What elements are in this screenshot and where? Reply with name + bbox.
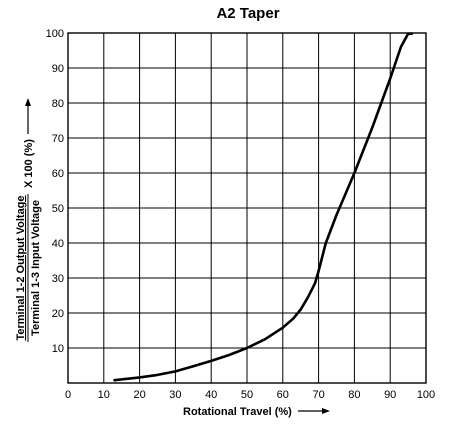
y-tick-label: 30 — [52, 273, 64, 285]
x-tick-label: 90 — [384, 389, 396, 401]
plot-frame — [67, 32, 427, 384]
y-tick-label: 80 — [52, 98, 64, 110]
y-axis-arrow-head — [25, 98, 31, 106]
y-axis-denominator: Terminal 1-3 Input Voltage — [30, 200, 42, 336]
y-tick-label: 20 — [52, 308, 64, 320]
x-axis-label: Rotational Travel (%) — [183, 406, 292, 418]
y-tick-label: 40 — [52, 238, 64, 250]
x-tick-label: 50 — [241, 389, 253, 401]
y-tick-label: 50 — [52, 203, 64, 215]
x-tick-label: 10 — [98, 389, 110, 401]
chart-title: A2 Taper — [216, 5, 279, 22]
x-tick-label: 30 — [169, 389, 181, 401]
y-axis-numerator: Terminal 1-2 Output Voltage — [15, 195, 27, 340]
y-tick-label: 100 — [46, 28, 64, 40]
grid — [67, 32, 427, 383]
y-tick-label: 90 — [52, 63, 64, 75]
x-axis-arrow — [298, 408, 330, 414]
y-tick-labels: 10 20 30 40 50 60 70 80 90 100 — [46, 28, 64, 355]
x-tick-label: 60 — [277, 389, 289, 401]
x-tick-label: 40 — [205, 389, 217, 401]
y-tick-label: 10 — [52, 343, 64, 355]
x-tick-label: 100 — [417, 389, 435, 401]
y-tick-label: 60 — [52, 168, 64, 180]
y-axis-suffix: X 100 (%) — [23, 139, 35, 188]
x-tick-labels: 0 10 20 30 40 50 60 70 80 90 100 — [65, 389, 435, 401]
y-tick-label: 70 — [52, 133, 64, 145]
x-tick-label: 80 — [348, 389, 360, 401]
x-tick-label: 70 — [312, 389, 324, 401]
taper-curve — [113, 32, 413, 382]
x-tick-label: 0 — [65, 389, 71, 401]
y-axis-label: Terminal 1-2 Output Voltage Terminal 1-3… — [15, 98, 42, 342]
x-tick-label: 20 — [133, 389, 145, 401]
